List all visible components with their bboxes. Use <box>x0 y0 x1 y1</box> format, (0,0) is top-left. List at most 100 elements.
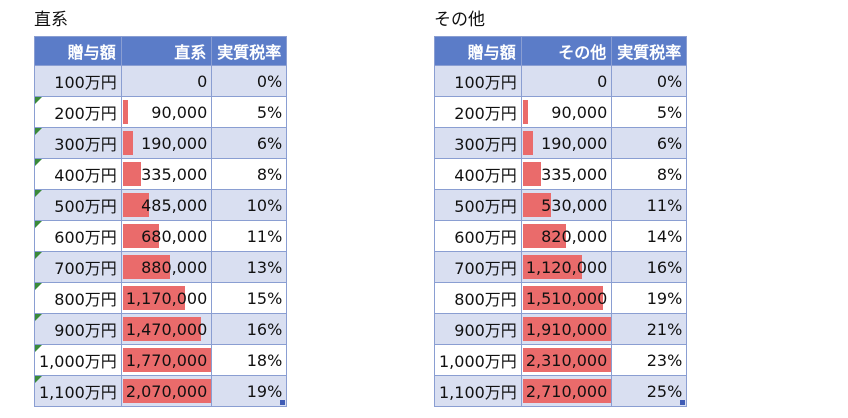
gift-amount-cell[interactable]: 1,100万円 <box>34 375 122 407</box>
tax-cell[interactable]: 1,170,000 <box>120 282 213 314</box>
table-row: 100万円 0 0% <box>34 65 288 97</box>
effective-rate-cell[interactable]: 11% <box>211 220 288 252</box>
effective-rate-cell[interactable]: 8% <box>611 158 688 190</box>
gift-amount-cell[interactable]: 400万円 <box>434 158 522 190</box>
gift-amount-cell[interactable]: 1,000万円 <box>434 344 522 376</box>
effective-rate-cell[interactable]: 14% <box>611 220 688 252</box>
header-gift-amount[interactable]: 贈与額 <box>34 36 122 66</box>
effective-rate-cell[interactable]: 8% <box>211 158 288 190</box>
gift-amount-value: 400万円 <box>454 166 517 185</box>
gift-amount-cell[interactable]: 400万円 <box>34 158 122 190</box>
tax-cell[interactable]: 0 <box>120 65 213 97</box>
effective-rate-cell[interactable]: 18% <box>211 344 288 376</box>
tax-value: 880,000 <box>141 257 208 277</box>
header-effective-rate[interactable]: 実質税率 <box>211 36 288 66</box>
tax-cell[interactable]: 820,000 <box>520 220 613 252</box>
error-indicator-icon <box>35 314 42 321</box>
tax-cell[interactable]: 880,000 <box>120 251 213 283</box>
effective-rate-cell[interactable]: 25% <box>611 375 688 407</box>
gift-amount-cell[interactable]: 500万円 <box>434 189 522 221</box>
effective-rate-cell[interactable]: 10% <box>211 189 288 221</box>
effective-rate-cell[interactable]: 11% <box>611 189 688 221</box>
data-bar <box>522 193 551 217</box>
header-effective-rate[interactable]: 実質税率 <box>611 36 688 66</box>
tax-cell[interactable]: 530,000 <box>520 189 613 221</box>
header-tax[interactable]: 直系 <box>120 36 213 66</box>
tax-cell[interactable]: 190,000 <box>120 127 213 159</box>
gift-amount-cell[interactable]: 700万円 <box>434 251 522 283</box>
gift-amount-cell[interactable]: 100万円 <box>34 65 122 97</box>
tax-value: 1,470,000 <box>125 319 208 339</box>
tax-cell[interactable]: 190,000 <box>520 127 613 159</box>
tax-cell[interactable]: 1,910,000 <box>520 313 613 345</box>
effective-rate-cell[interactable]: 13% <box>211 251 288 283</box>
tax-value: 190,000 <box>541 133 608 153</box>
tax-cell[interactable]: 485,000 <box>120 189 213 221</box>
tax-cell[interactable]: 1,770,000 <box>120 344 213 376</box>
gift-amount-cell[interactable]: 700万円 <box>34 251 122 283</box>
gift-amount-cell[interactable]: 300万円 <box>434 127 522 159</box>
effective-rate-cell[interactable]: 0% <box>611 65 688 97</box>
table-resize-handle[interactable] <box>680 400 686 405</box>
data-bar <box>122 100 128 124</box>
gift-amount-value: 500万円 <box>54 197 117 216</box>
tax-cell[interactable]: 680,000 <box>120 220 213 252</box>
tax-cell[interactable]: 335,000 <box>520 158 613 190</box>
data-bar <box>522 100 528 124</box>
gift-amount-value: 700万円 <box>454 259 517 278</box>
tax-cell[interactable]: 1,470,000 <box>120 313 213 345</box>
gift-amount-cell[interactable]: 100万円 <box>434 65 522 97</box>
gift-amount-cell[interactable]: 600万円 <box>34 220 122 252</box>
tax-value: 2,070,000 <box>125 381 208 401</box>
table-row: 500万円 485,000 10% <box>34 189 288 221</box>
gift-amount-cell[interactable]: 1,000万円 <box>34 344 122 376</box>
tax-cell[interactable]: 2,070,000 <box>120 375 213 407</box>
tax-cell[interactable]: 1,510,000 <box>520 282 613 314</box>
effective-rate-cell[interactable]: 6% <box>211 127 288 159</box>
effective-rate-value: 16% <box>646 257 683 277</box>
table-row: 800万円 1,170,000 15% <box>34 282 288 314</box>
tax-cell[interactable]: 1,120,000 <box>520 251 613 283</box>
tax-cell[interactable]: 335,000 <box>120 158 213 190</box>
effective-rate-cell[interactable]: 16% <box>611 251 688 283</box>
effective-rate-cell[interactable]: 21% <box>611 313 688 345</box>
data-bar <box>522 286 603 310</box>
effective-rate-value: 11% <box>246 226 283 246</box>
gift-amount-cell[interactable]: 900万円 <box>34 313 122 345</box>
gift-amount-value: 1,000万円 <box>439 352 517 371</box>
gift-amount-value: 900万円 <box>54 321 117 340</box>
effective-rate-cell[interactable]: 5% <box>211 96 288 128</box>
tax-cell[interactable]: 2,710,000 <box>520 375 613 407</box>
table-resize-handle[interactable] <box>280 400 286 405</box>
effective-rate-cell[interactable]: 6% <box>611 127 688 159</box>
effective-rate-cell[interactable]: 19% <box>611 282 688 314</box>
data-bar <box>122 224 159 248</box>
tax-cell[interactable]: 90,000 <box>520 96 613 128</box>
gift-amount-cell[interactable]: 600万円 <box>434 220 522 252</box>
gift-amount-cell[interactable]: 500万円 <box>34 189 122 221</box>
tax-cell[interactable]: 0 <box>520 65 613 97</box>
effective-rate-cell[interactable]: 16% <box>211 313 288 345</box>
tax-cell[interactable]: 90,000 <box>120 96 213 128</box>
effective-rate-value: 25% <box>646 381 683 401</box>
effective-rate-cell[interactable]: 23% <box>611 344 688 376</box>
gift-amount-cell[interactable]: 900万円 <box>434 313 522 345</box>
effective-rate-cell[interactable]: 5% <box>611 96 688 128</box>
gift-amount-value: 600万円 <box>54 228 117 247</box>
gift-amount-cell[interactable]: 1,100万円 <box>434 375 522 407</box>
gift-amount-cell[interactable]: 200万円 <box>434 96 522 128</box>
header-tax[interactable]: その他 <box>520 36 613 66</box>
table-row: 100万円 0 0% <box>434 65 688 97</box>
gift-amount-cell[interactable]: 800万円 <box>434 282 522 314</box>
gift-amount-cell[interactable]: 800万円 <box>34 282 122 314</box>
gift-amount-cell[interactable]: 200万円 <box>34 96 122 128</box>
data-bar <box>122 162 141 186</box>
effective-rate-cell[interactable]: 0% <box>211 65 288 97</box>
header-gift-amount[interactable]: 贈与額 <box>434 36 522 66</box>
effective-rate-cell[interactable]: 15% <box>211 282 288 314</box>
tax-value: 0 <box>197 71 208 91</box>
effective-rate-cell[interactable]: 19% <box>211 375 288 407</box>
table-row: 500万円 530,000 11% <box>434 189 688 221</box>
gift-amount-cell[interactable]: 300万円 <box>34 127 122 159</box>
tax-cell[interactable]: 2,310,000 <box>520 344 613 376</box>
